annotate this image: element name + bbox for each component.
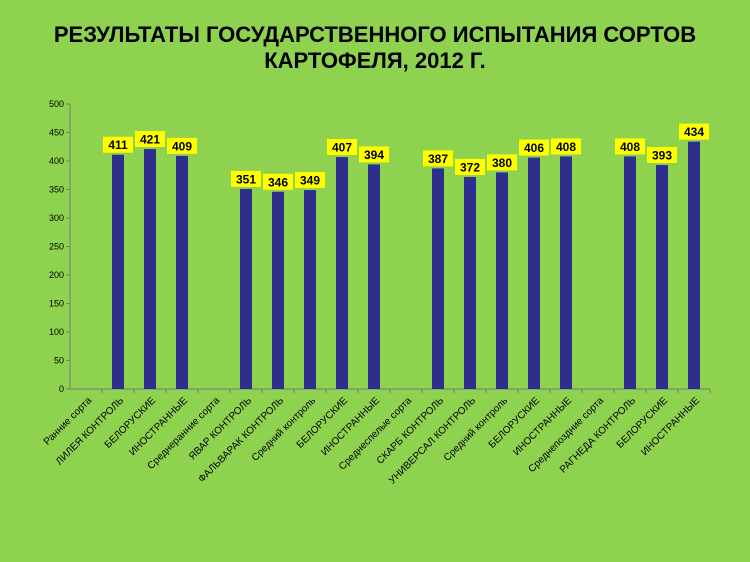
bars (112, 141, 700, 389)
data-label: 394 (364, 148, 384, 162)
data-label: 406 (524, 141, 544, 155)
data-label: 421 (140, 133, 160, 147)
data-label-box (135, 131, 165, 148)
bar (656, 164, 668, 389)
category-label: ИНОСТРАННЫЕ (319, 395, 382, 458)
y-tick-label: 250 (49, 242, 64, 252)
bar (240, 188, 252, 389)
bar (432, 168, 444, 389)
y-tick-label: 300 (49, 213, 64, 223)
bar (368, 164, 380, 389)
data-label-box (263, 173, 293, 190)
bar (272, 191, 284, 389)
data-label: 411 (108, 138, 128, 152)
y-tick-label: 0 (59, 384, 64, 394)
category-label: ИНОСТРАННЫЕ (639, 395, 702, 458)
bar (112, 154, 124, 389)
data-label-box (359, 146, 389, 163)
data-label-box (295, 172, 325, 189)
data-label: 351 (236, 172, 256, 186)
bar (176, 155, 188, 389)
data-label: 380 (492, 156, 512, 170)
data-label: 407 (332, 141, 352, 155)
bar (528, 157, 540, 389)
data-label-box (423, 150, 453, 167)
data-label: 346 (268, 175, 288, 189)
chart-title-line-2: КАРТОФЕЛЯ, 2012 Г. (264, 48, 486, 73)
data-label: 387 (428, 152, 448, 166)
y-tick-label: 400 (49, 156, 64, 166)
data-label: 349 (300, 174, 320, 188)
bar (464, 176, 476, 389)
data-labels: 411 421 409 351 346 349 407 394 387 372 380 406 408 4… (103, 123, 709, 190)
data-label-box (231, 170, 261, 187)
chart-title: РЕЗУЛЬТАТЫ ГОСУДАРСТВЕННОГО ИСПЫТАНИЯ СО… (0, 22, 750, 74)
data-label-box (647, 146, 677, 163)
category-label: ИНОСТРАННЫЕ (511, 395, 574, 458)
y-tick-label: 500 (49, 99, 64, 109)
data-label-box (551, 138, 581, 155)
y-tick-label: 100 (49, 327, 64, 337)
data-label-box (327, 139, 357, 156)
y-axis-ticks: 0 50 100 150 200 250 300 350 400 450 500 (49, 99, 70, 394)
bar (688, 141, 700, 389)
data-label-box (679, 123, 709, 140)
data-label: 434 (684, 125, 704, 139)
bar (560, 156, 572, 389)
data-label: 393 (652, 148, 672, 162)
category-label: ИНОСТРАННЫЕ (127, 395, 190, 458)
data-label-box (519, 139, 549, 156)
y-tick-label: 350 (49, 185, 64, 195)
bar (144, 149, 156, 389)
data-label-box (455, 158, 485, 175)
chart-title-line-1: РЕЗУЛЬТАТЫ ГОСУДАРСТВЕННОГО ИСПЫТАНИЯ СО… (53, 22, 697, 47)
data-label: 408 (620, 140, 640, 154)
bar (496, 172, 508, 389)
data-label-box (167, 137, 197, 154)
y-tick-label: 150 (49, 299, 64, 309)
data-label-box (103, 136, 133, 153)
y-tick-label: 50 (54, 356, 64, 366)
y-tick-label: 450 (49, 128, 64, 138)
data-label: 372 (460, 160, 480, 174)
data-label-box (487, 154, 517, 171)
data-label: 409 (172, 139, 192, 153)
bar (336, 157, 348, 389)
data-label-box (615, 138, 645, 155)
chart-axes (69, 104, 711, 393)
y-tick-label: 200 (49, 270, 64, 280)
bar (304, 190, 316, 389)
data-label: 408 (556, 140, 576, 154)
bar (624, 156, 636, 389)
